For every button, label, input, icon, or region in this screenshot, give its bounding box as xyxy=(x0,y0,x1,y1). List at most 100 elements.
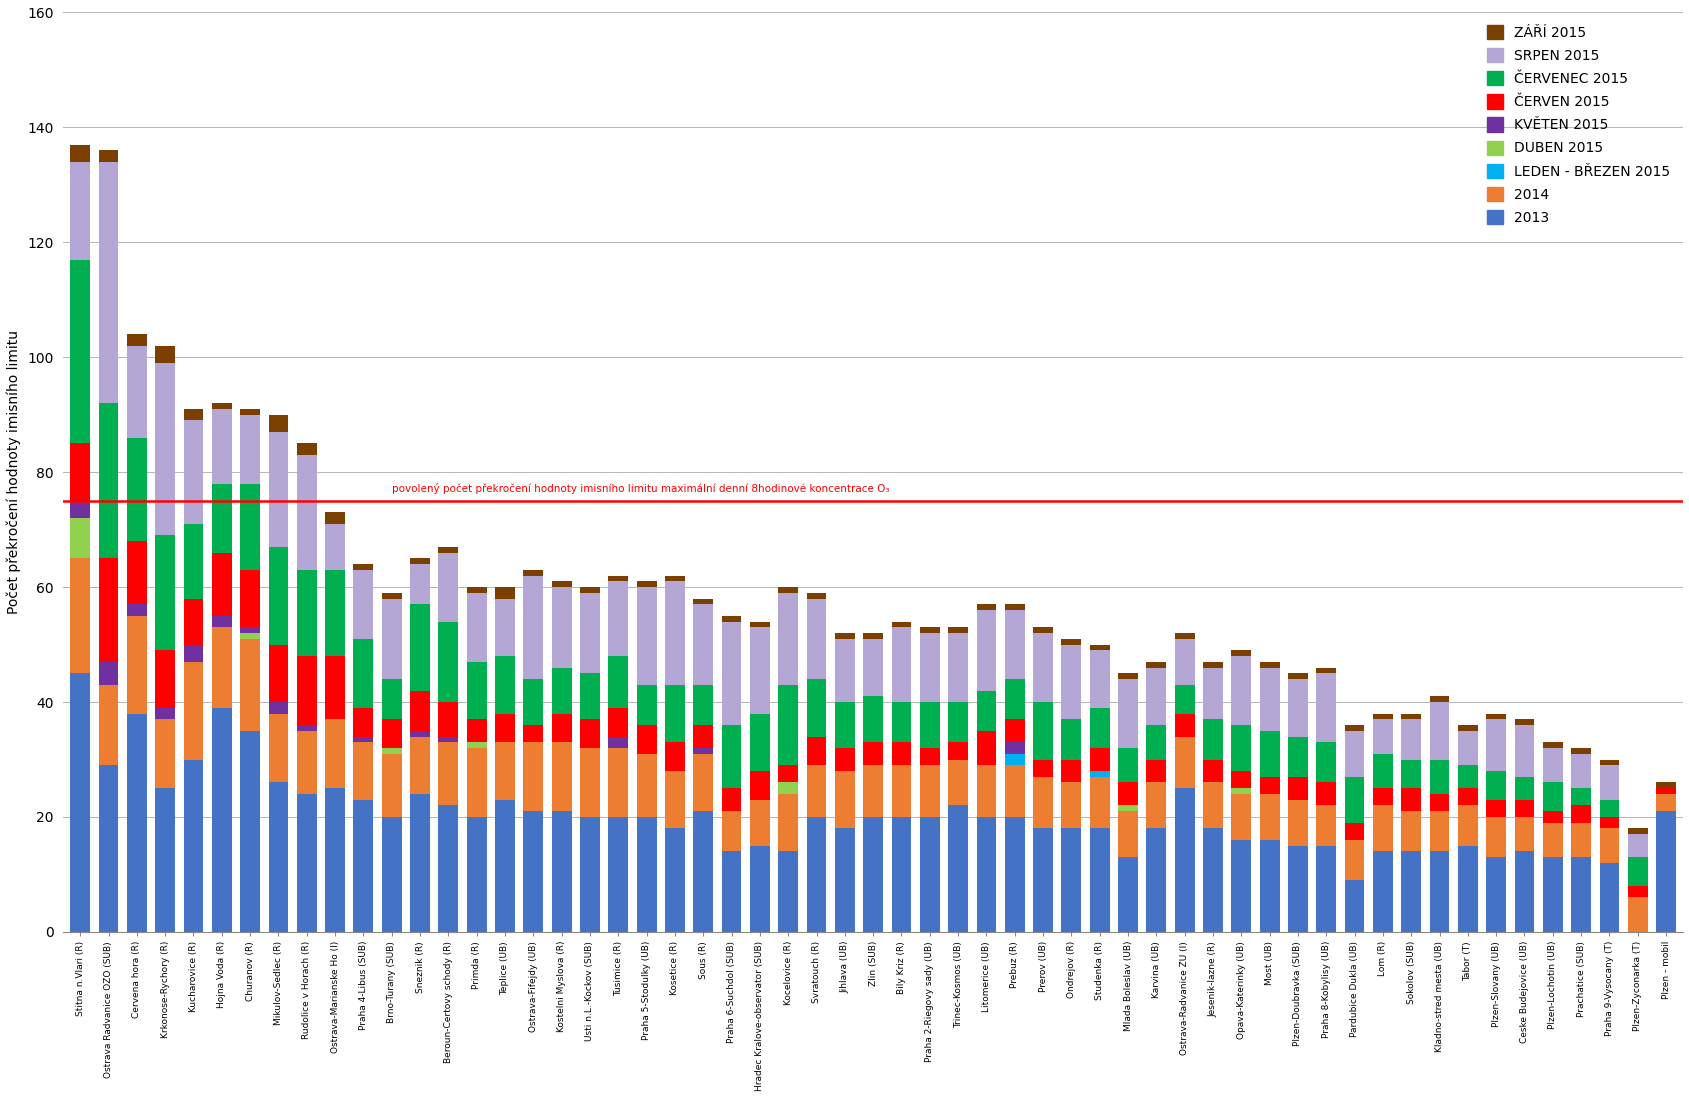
Bar xyxy=(806,737,826,765)
Bar xyxy=(1627,858,1647,886)
Bar xyxy=(410,559,429,564)
Bar xyxy=(127,334,147,346)
Bar xyxy=(184,408,203,421)
Bar xyxy=(1571,788,1589,806)
Bar xyxy=(1287,776,1307,799)
Bar xyxy=(495,742,515,799)
Bar xyxy=(1118,783,1137,806)
Bar xyxy=(1005,817,1024,932)
Bar xyxy=(1571,753,1589,788)
Bar xyxy=(524,725,542,742)
Bar xyxy=(1513,719,1534,725)
Bar xyxy=(1598,760,1618,765)
Bar xyxy=(834,634,855,639)
Bar xyxy=(1287,737,1307,776)
Bar xyxy=(863,817,883,932)
Bar xyxy=(240,483,260,570)
Bar xyxy=(1627,897,1647,932)
Bar xyxy=(1145,783,1165,829)
Bar xyxy=(948,760,968,806)
Bar xyxy=(1513,725,1534,776)
Bar xyxy=(382,593,402,598)
Bar xyxy=(637,587,655,685)
Bar xyxy=(410,794,429,932)
Bar xyxy=(155,363,176,536)
Bar xyxy=(466,748,486,817)
Bar xyxy=(71,501,90,518)
Bar xyxy=(410,604,429,691)
Bar xyxy=(1485,858,1505,932)
Bar xyxy=(524,679,542,725)
Bar xyxy=(892,742,910,765)
Bar xyxy=(71,161,90,259)
Bar xyxy=(1400,788,1420,811)
Bar xyxy=(269,415,289,432)
Bar xyxy=(1089,771,1110,776)
Bar xyxy=(324,788,345,932)
Bar xyxy=(71,444,90,501)
Bar xyxy=(466,587,486,593)
Bar xyxy=(1571,806,1589,822)
Bar xyxy=(664,685,684,742)
Bar xyxy=(1061,783,1081,829)
Bar xyxy=(1032,829,1052,932)
Bar xyxy=(71,145,90,161)
Bar xyxy=(1231,657,1250,725)
Bar xyxy=(324,570,345,657)
Bar xyxy=(1118,673,1137,679)
Bar xyxy=(750,627,768,714)
Bar xyxy=(750,771,768,799)
Bar xyxy=(919,748,939,765)
Bar xyxy=(1145,668,1165,725)
Bar xyxy=(721,811,741,851)
Bar xyxy=(1258,840,1279,932)
Bar xyxy=(1316,742,1336,783)
Bar xyxy=(806,765,826,817)
Bar xyxy=(1287,673,1307,679)
Bar xyxy=(1203,662,1223,668)
Bar xyxy=(721,616,741,621)
Bar xyxy=(948,742,968,760)
Bar xyxy=(240,634,260,639)
Bar xyxy=(1174,634,1194,639)
Bar xyxy=(608,657,628,708)
Bar xyxy=(637,725,655,753)
Bar xyxy=(269,783,289,932)
Bar xyxy=(269,714,289,783)
Bar xyxy=(637,685,655,725)
Bar xyxy=(1429,811,1449,851)
Bar xyxy=(1032,627,1052,634)
Bar xyxy=(1344,822,1363,840)
Bar xyxy=(692,753,713,811)
Bar xyxy=(1089,776,1110,829)
Bar xyxy=(1061,829,1081,932)
Bar xyxy=(437,806,458,932)
Bar xyxy=(863,639,883,696)
Bar xyxy=(1174,639,1194,685)
Bar xyxy=(750,845,768,932)
Bar xyxy=(1316,806,1336,845)
Bar xyxy=(155,346,176,363)
Bar xyxy=(495,598,515,657)
Bar xyxy=(1287,845,1307,932)
Bar xyxy=(919,634,939,702)
Bar xyxy=(1655,811,1675,932)
Bar xyxy=(1485,714,1505,719)
Bar xyxy=(1655,788,1675,794)
Bar xyxy=(1598,765,1618,799)
Bar xyxy=(579,593,600,673)
Bar xyxy=(1513,799,1534,817)
Bar xyxy=(410,564,429,604)
Bar xyxy=(353,639,373,708)
Bar xyxy=(1145,662,1165,668)
Bar xyxy=(1287,679,1307,737)
Bar xyxy=(524,811,542,932)
Bar xyxy=(1371,719,1392,753)
Bar xyxy=(948,702,968,742)
Bar xyxy=(664,771,684,829)
Bar xyxy=(976,610,997,691)
Bar xyxy=(466,817,486,932)
Bar xyxy=(551,581,571,587)
Bar xyxy=(1005,610,1024,679)
Bar xyxy=(1429,760,1449,794)
